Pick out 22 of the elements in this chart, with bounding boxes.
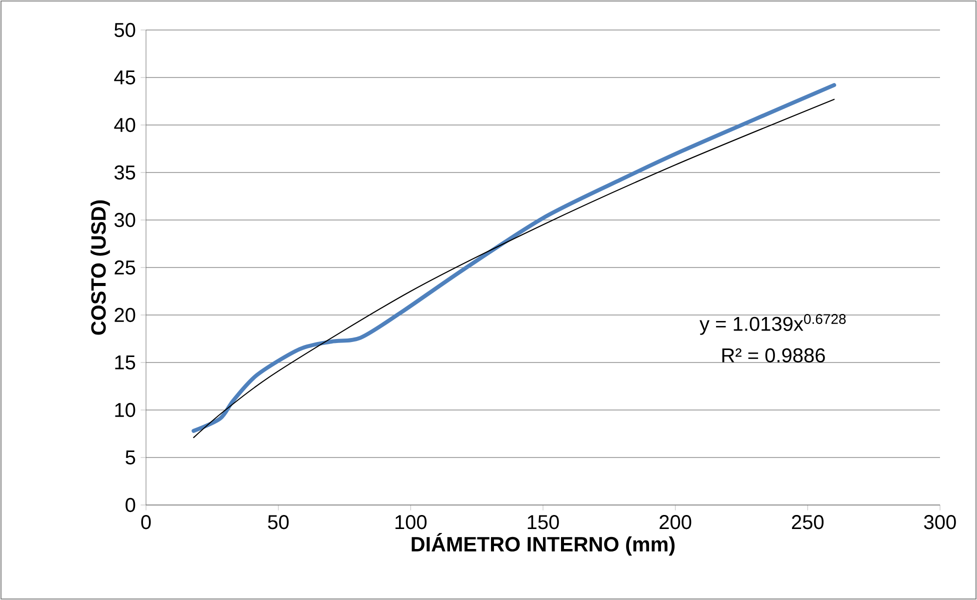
x-tick-label: 150 (528, 515, 559, 530)
y-tick-label: 45 (114, 70, 136, 84)
y-tick-label: 50 (114, 22, 136, 38)
y-tick-label: 40 (114, 118, 136, 132)
x-tick-label: 250 (792, 515, 824, 530)
y-tick-label: 10 (115, 402, 136, 418)
y-axis-title: COSTO (USD) (90, 200, 110, 335)
x-tick-label: 200 (660, 515, 692, 530)
y-tick-label: 5 (126, 450, 136, 464)
y-tick-label: 0 (126, 498, 136, 512)
annotation: y = 1.0139x$^{0.6728}$ (700, 314, 846, 335)
x-tick-label: 0 (141, 515, 151, 530)
y-tick-label: 25 (114, 260, 136, 275)
y-tick-label: 20 (114, 308, 136, 322)
y-tick-label: 30 (114, 212, 136, 228)
y-tick-label: 15 (115, 356, 136, 370)
annotation: R² = 0.9886 (722, 348, 825, 362)
x-tick-label: 50 (268, 515, 289, 530)
y-tick-label: 35 (114, 165, 136, 180)
x-tick-label: 300 (924, 515, 956, 530)
x-tick-label: 100 (396, 515, 427, 530)
x-axis-title: DIÁMETRO INTERNO (mm) (412, 533, 675, 556)
